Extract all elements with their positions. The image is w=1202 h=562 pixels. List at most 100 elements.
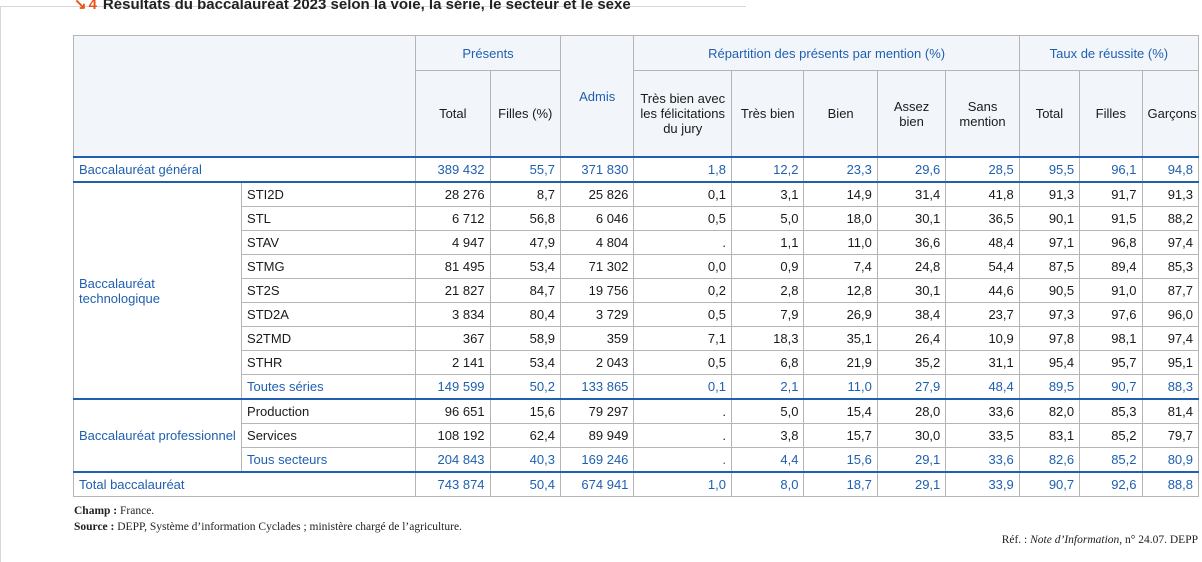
value-cell: 53,4 xyxy=(489,254,561,279)
value-cell: 62,4 xyxy=(489,423,561,448)
value-cell: 30,1 xyxy=(876,206,947,231)
value-cell: 85,3 xyxy=(1141,254,1199,279)
value-cell: 88,3 xyxy=(1141,374,1199,400)
value-cell: 7,4 xyxy=(803,254,878,279)
value-cell: 2,1 xyxy=(730,374,805,400)
row-grand-total: Total baccalauréat 743 874 50,4 674 941 1,0 8… xyxy=(72,471,1199,497)
value-cell: 88,2 xyxy=(1141,206,1199,231)
header-tres-bien: Très bien xyxy=(730,70,805,158)
value-cell: 95,1 xyxy=(1141,350,1199,375)
value-cell: 0,1 xyxy=(633,374,732,400)
value-cell: 19 756 xyxy=(559,278,635,303)
value-cell: 96,8 xyxy=(1079,230,1143,255)
value-cell: 36,5 xyxy=(945,206,1020,231)
value-cell: 80,4 xyxy=(489,302,561,327)
row-label: Tous secteurs xyxy=(241,447,417,473)
value-cell: 29,6 xyxy=(876,156,947,183)
value-cell: 10,9 xyxy=(945,326,1020,351)
header-corner xyxy=(72,35,417,158)
value-cell: 24,8 xyxy=(876,254,947,279)
value-cell: 95,4 xyxy=(1018,350,1081,375)
value-cell: 31,4 xyxy=(876,181,947,207)
header-taux-total: Total xyxy=(1018,70,1081,158)
header-row-groups: Présents Admis Répartition des présents … xyxy=(72,35,1200,158)
header-row-sub: Total Filles (%) Très bien avec les féli… xyxy=(74,70,1199,158)
header-presents: Présents xyxy=(415,35,561,71)
value-cell: 3,8 xyxy=(730,423,805,448)
value-cell: 674 941 xyxy=(559,471,635,497)
value-cell: 5,0 xyxy=(730,398,805,424)
value-cell: 3,1 xyxy=(730,181,805,207)
value-cell: 3 834 xyxy=(415,302,491,327)
value-cell: 359 xyxy=(559,326,635,351)
value-cell: 15,4 xyxy=(803,398,878,424)
value-cell: 29,1 xyxy=(876,471,947,497)
value-cell: 7,1 xyxy=(633,326,732,351)
value-cell: 92,6 xyxy=(1079,471,1143,497)
row-label: STAV xyxy=(241,230,417,255)
row-label: STL xyxy=(241,206,417,231)
results-table: Présents Admis Répartition des présents … xyxy=(72,35,1200,497)
value-cell: 28,0 xyxy=(876,398,947,424)
value-cell: 6 712 xyxy=(415,206,491,231)
value-cell: 85,2 xyxy=(1079,447,1143,473)
value-cell: 90,7 xyxy=(1018,471,1081,497)
header-total: Total xyxy=(415,70,491,158)
row-label: S2TMD xyxy=(241,326,417,351)
value-cell: 89,5 xyxy=(1018,374,1081,400)
value-cell: 169 246 xyxy=(559,447,635,473)
value-cell: 96,0 xyxy=(1141,302,1199,327)
value-cell: 53,4 xyxy=(489,350,561,375)
value-cell: 0,0 xyxy=(633,254,732,279)
value-cell: 90,5 xyxy=(1018,278,1081,303)
value-cell: 79 297 xyxy=(559,398,635,424)
value-cell: 12,8 xyxy=(803,278,878,303)
value-cell: 1,8 xyxy=(633,156,732,183)
value-cell: 11,0 xyxy=(803,230,878,255)
table-row: Baccalauréat professionnel Production 96 6… xyxy=(72,398,1199,473)
value-cell: 108 192 xyxy=(415,423,491,448)
value-cell: 56,8 xyxy=(489,206,561,231)
value-cell: 36,6 xyxy=(876,230,947,255)
value-cell: 40,3 xyxy=(489,447,561,473)
row-label: STD2A xyxy=(241,302,417,327)
table-row: Baccalauréat technologique STI2D 28 276 8,7… xyxy=(72,181,1199,400)
header-filles-pct: Filles (%) xyxy=(489,70,561,158)
table-row: STMG 81 495 53,4 71 302 0,0 0,9 7,4 24,8 54,4 87,… xyxy=(74,254,1199,279)
value-cell: 14,9 xyxy=(803,181,878,207)
value-cell: 48,4 xyxy=(945,230,1020,255)
value-cell: 58,9 xyxy=(489,326,561,351)
value-cell: 1,0 xyxy=(633,471,732,497)
value-cell: 80,9 xyxy=(1141,447,1199,473)
row-label: Total baccalauréat xyxy=(72,471,417,497)
value-cell: 1,1 xyxy=(730,230,805,255)
value-cell: 2 043 xyxy=(559,350,635,375)
value-cell: 4,4 xyxy=(730,447,805,473)
value-cell: 54,4 xyxy=(945,254,1020,279)
value-cell: 97,6 xyxy=(1079,302,1143,327)
value-cell: 15,7 xyxy=(803,423,878,448)
figure-number: 4 xyxy=(88,0,97,13)
row-label: Production xyxy=(241,398,417,424)
table-row: STHR 2 141 53,4 2 043 0,5 6,8 21,9 35,2 31,1 95,4… xyxy=(74,350,1199,375)
value-cell: 85,3 xyxy=(1079,398,1143,424)
value-cell: 149 599 xyxy=(415,374,491,400)
value-cell: 21,9 xyxy=(803,350,878,375)
value-cell: 79,7 xyxy=(1141,423,1199,448)
row-label: STMG xyxy=(241,254,417,279)
value-cell: 18,3 xyxy=(730,326,805,351)
champ-note: Champ : France. xyxy=(74,505,155,517)
value-cell: 88,8 xyxy=(1141,471,1199,497)
value-cell: 12,2 xyxy=(730,156,805,183)
value-cell: 38,4 xyxy=(876,302,947,327)
value-cell: 3 729 xyxy=(559,302,635,327)
value-cell: 0,5 xyxy=(633,206,732,231)
value-cell: 5,0 xyxy=(730,206,805,231)
value-cell: 35,1 xyxy=(803,326,878,351)
value-cell: 82,6 xyxy=(1018,447,1081,473)
value-cell: 204 843 xyxy=(415,447,491,473)
top-rule xyxy=(0,6,746,7)
value-cell: 97,3 xyxy=(1018,302,1081,327)
row-label: Baccalauréat général xyxy=(72,156,417,183)
value-cell: . xyxy=(633,423,732,448)
